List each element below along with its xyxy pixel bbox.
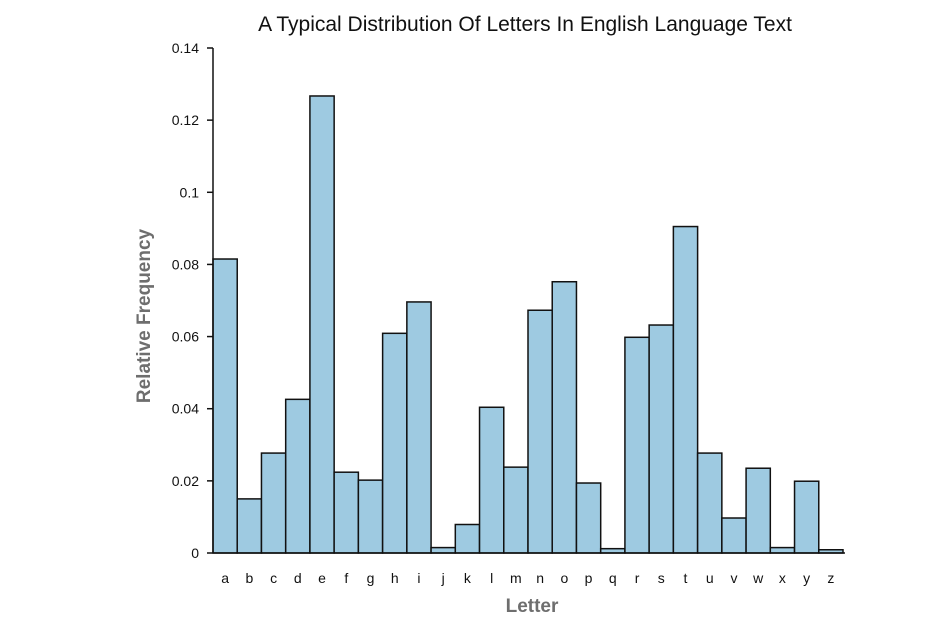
x-tick-label-o: o — [560, 570, 568, 586]
x-tick-label-y: y — [803, 570, 810, 586]
x-tick-label-m: m — [510, 570, 522, 586]
y-tick-label: 0.06 — [172, 329, 199, 345]
bar-o — [551, 280, 578, 554]
bar-e — [309, 95, 335, 554]
x-tick-label-n: n — [536, 570, 544, 586]
x-tick-label-v: v — [730, 570, 737, 586]
y-tick-label: 0.14 — [172, 40, 199, 56]
x-tick-label-b: b — [245, 570, 253, 586]
x-tick-label-h: h — [391, 570, 399, 586]
bar-y — [793, 480, 820, 554]
x-tick-label-i: i — [417, 570, 420, 586]
x-tick-label-r: r — [635, 570, 640, 586]
x-tick-label-a: a — [221, 570, 229, 586]
x-tick-label-c: c — [270, 570, 277, 586]
y-tick-label: 0.04 — [172, 401, 199, 417]
bar-b — [236, 498, 263, 554]
x-axis-label: Letter — [506, 596, 559, 617]
bar-k — [454, 523, 481, 554]
bar-i — [406, 301, 432, 554]
y-tick-label: 0.1 — [180, 184, 200, 200]
bar-l — [478, 406, 505, 554]
bar-r — [624, 336, 650, 554]
x-tick-label-d: d — [294, 570, 302, 586]
bar-a — [212, 258, 238, 554]
x-tick-label-j: j — [441, 570, 445, 586]
x-tick-label-q: q — [609, 570, 617, 586]
bar-d — [284, 398, 311, 554]
chart-title: A Typical Distribution Of Letters In Eng… — [258, 13, 792, 36]
bar-v — [721, 517, 747, 554]
x-tick-label-e: e — [318, 570, 326, 586]
bar-g — [357, 479, 384, 554]
bar-t — [672, 225, 699, 554]
bar-j — [430, 546, 457, 554]
bar-f — [333, 471, 360, 554]
y-tick-label: 0.02 — [172, 473, 199, 489]
x-tick-label-l: l — [490, 570, 493, 586]
x-tick-label-s: s — [658, 570, 665, 586]
bar-m — [503, 466, 529, 554]
bar-x — [769, 546, 796, 554]
x-tick-label-g: g — [367, 570, 375, 586]
bars-group — [212, 95, 844, 554]
bar-h — [381, 332, 408, 554]
x-tick-label-t: t — [684, 570, 688, 586]
bar-c — [260, 452, 287, 554]
bar-w — [745, 467, 772, 554]
x-tick-label-x: x — [779, 570, 786, 586]
x-tick-label-f: f — [344, 570, 348, 586]
y-axis-label: Relative Frequency — [134, 228, 155, 403]
x-tick-label-w: w — [752, 570, 764, 586]
x-tick-label-u: u — [706, 570, 714, 586]
bar-n — [527, 309, 553, 554]
y-tick-label: 0.12 — [172, 112, 199, 128]
y-tick-label: 0.08 — [172, 256, 199, 272]
x-tick-label-z: z — [827, 570, 834, 586]
x-tick-label-p: p — [585, 570, 593, 586]
bar-s — [648, 324, 675, 554]
y-tick-label: 0 — [191, 545, 199, 561]
x-tick-label-k: k — [464, 570, 472, 586]
y-axis-ticks: 0 0.02 0.04 0.06 0.08 0.1 0.12 0.14 — [172, 40, 213, 561]
bar-u — [696, 452, 723, 554]
bar-p — [575, 482, 602, 554]
